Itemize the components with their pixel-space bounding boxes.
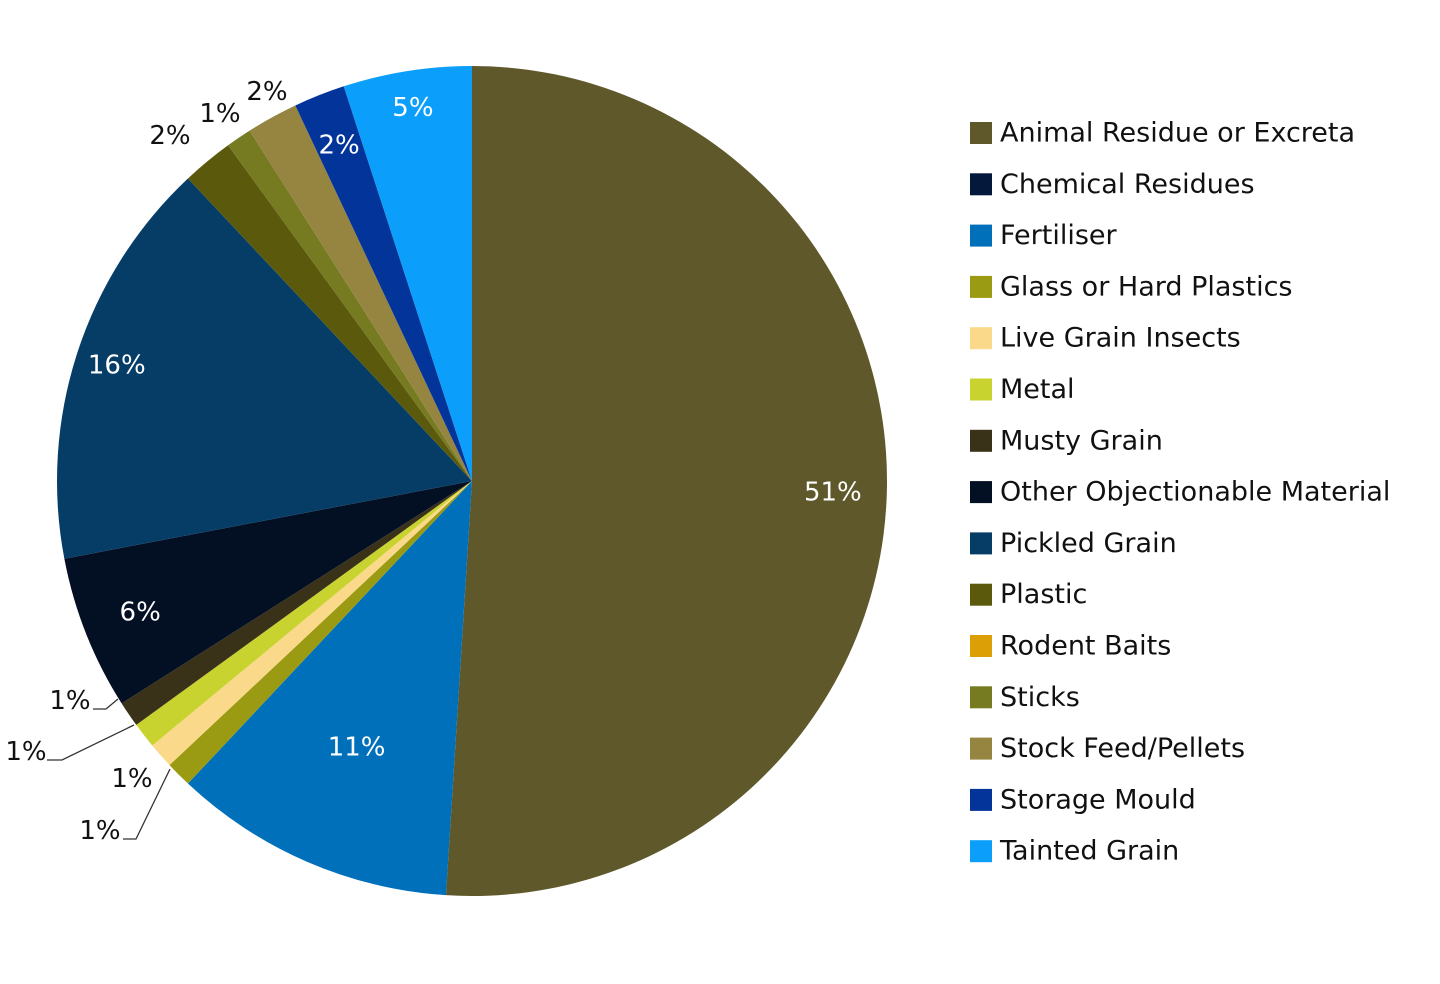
legend-item-musty-grain: Musty Grain	[970, 425, 1163, 456]
legend-label: Chemical Residues	[1000, 169, 1255, 200]
slice-live-grain-insects	[152, 481, 472, 766]
legend-label: Stock Feed/Pellets	[1000, 733, 1245, 764]
slice-label-live-grain-insects: 1%	[111, 764, 152, 794]
legend-label: Storage Mould	[1000, 784, 1196, 815]
slice-pickled-grain	[57, 178, 473, 559]
legend-swatch	[970, 532, 992, 555]
slice-musty-grain	[121, 481, 472, 725]
legend-item-other-objectionable-material: Other Objectionable Material	[970, 477, 1390, 508]
legend-label: Glass or Hard Plastics	[1000, 271, 1292, 302]
legend-item-sticks: Sticks	[970, 682, 1080, 713]
legend-swatch	[970, 224, 992, 247]
slice-other-objectionable-material	[64, 481, 472, 704]
leader-lines	[47, 698, 171, 840]
legend-item-glass-or-hard-plastics: Glass or Hard Plastics	[970, 271, 1292, 302]
legend-item-metal: Metal	[970, 374, 1075, 405]
pie-slices	[57, 66, 887, 896]
slice-labels: 51%11%1%1%1%1%6%16%2%1%2%2%5%	[5, 77, 861, 846]
legend-item-pickled-grain: Pickled Grain	[970, 528, 1177, 559]
legend-swatch	[970, 378, 992, 401]
leader-line-musty-grain	[93, 698, 119, 710]
legend-item-stock-feed-pellets: Stock Feed/Pellets	[970, 733, 1245, 764]
legend-label: Fertiliser	[1000, 220, 1118, 251]
slice-label-sticks: 1%	[199, 99, 240, 129]
slice-fertiliser	[187, 481, 472, 896]
slice-tainted-grain	[343, 66, 472, 481]
legend-item-live-grain-insects: Live Grain Insects	[970, 323, 1241, 354]
slice-label-stock-feed-pellets: 2%	[246, 77, 287, 107]
legend-label: Musty Grain	[1000, 425, 1163, 456]
slice-storage-mould	[295, 86, 472, 481]
legend-item-animal-residue-or-excreta: Animal Residue or Excreta	[970, 118, 1355, 149]
legend-label: Pickled Grain	[1000, 528, 1177, 559]
legend: Animal Residue or Excreta Chemical Residu…	[970, 118, 1390, 867]
legend-label: Animal Residue or Excreta	[1000, 118, 1355, 149]
legend-label: Metal	[1000, 374, 1075, 405]
slice-label-plastic: 2%	[149, 121, 190, 151]
slice-label-other-objectionable-material: 6%	[120, 597, 161, 627]
legend-label: Other Objectionable Material	[1000, 477, 1390, 508]
legend-label: Sticks	[1000, 682, 1080, 713]
legend-item-plastic: Plastic	[970, 579, 1087, 610]
leader-line-metal	[47, 724, 135, 761]
legend-item-fertiliser: Fertiliser	[970, 220, 1118, 251]
legend-label: Tainted Grain	[999, 836, 1179, 867]
legend-label: Rodent Baits	[1000, 631, 1171, 662]
slice-label-musty-grain: 1%	[49, 686, 90, 716]
slice-label-metal: 1%	[5, 737, 46, 767]
legend-swatch	[970, 327, 992, 350]
legend-item-chemical-residues: Chemical Residues	[970, 169, 1255, 200]
legend-swatch	[970, 788, 992, 811]
slice-animal-residue-or-excreta	[445, 66, 887, 896]
slice-label-fertiliser: 11%	[328, 733, 386, 763]
legend-swatch	[970, 481, 992, 504]
slice-metal	[136, 481, 473, 746]
legend-swatch	[970, 275, 992, 298]
legend-label: Live Grain Insects	[1000, 323, 1241, 354]
legend-swatch	[970, 840, 992, 863]
slice-sticks	[228, 130, 472, 481]
legend-swatch	[970, 173, 992, 196]
slice-glass-or-hard-plastics	[169, 481, 472, 784]
slice-label-tainted-grain: 5%	[392, 93, 433, 123]
legend-swatch	[970, 429, 992, 452]
slice-label-glass-or-hard-plastics: 1%	[79, 816, 120, 846]
slice-label-storage-mould: 2%	[318, 130, 359, 160]
slice-plastic	[187, 145, 472, 482]
slice-label-animal-residue-or-excreta: 51%	[804, 477, 862, 507]
leader-line-glass-or-hard-plastics	[123, 768, 171, 840]
legend-swatch	[970, 122, 992, 144]
slice-label-pickled-grain: 16%	[88, 351, 146, 381]
legend-item-tainted-grain: Tainted Grain	[970, 836, 1179, 867]
legend-swatch	[970, 583, 992, 606]
legend-swatch	[970, 635, 992, 657]
legend-item-rodent-baits: Rodent Baits	[970, 631, 1171, 662]
slice-stock-feed-pellets	[249, 105, 472, 482]
legend-swatch	[970, 737, 992, 760]
legend-item-storage-mould: Storage Mould	[970, 784, 1196, 815]
legend-label: Plastic	[1000, 579, 1087, 610]
legend-swatch	[970, 686, 992, 709]
